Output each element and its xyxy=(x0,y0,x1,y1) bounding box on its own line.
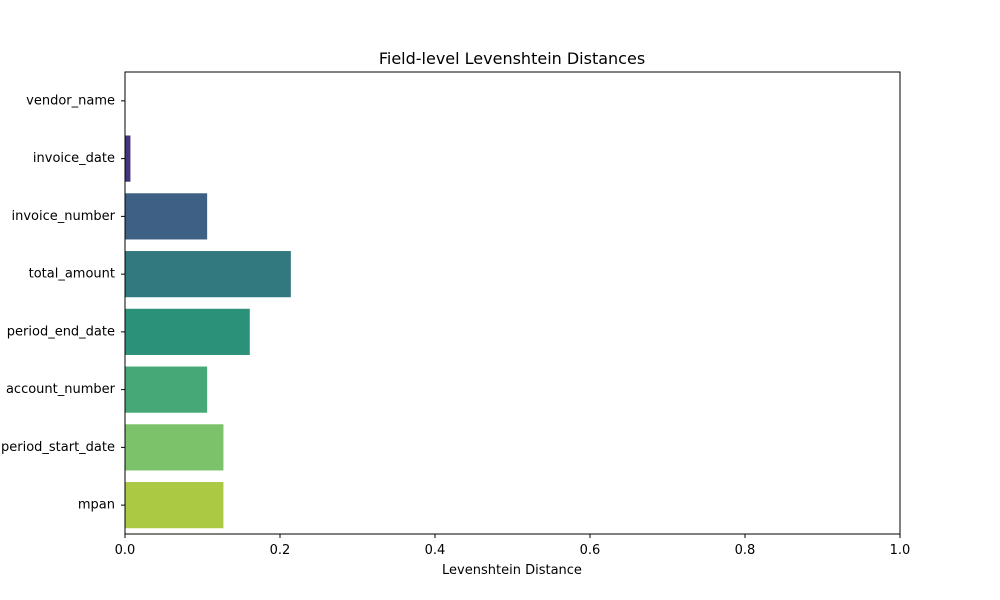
bar-period-end-date xyxy=(125,308,250,355)
x-tick-label: 0.6 xyxy=(580,543,601,558)
x-tick-label: 0.4 xyxy=(425,543,446,558)
bar-mpan xyxy=(125,482,224,529)
x-axis-label: Levenshtein Distance xyxy=(442,563,582,578)
plot-frame xyxy=(124,71,901,535)
x-tick-label: 1.0 xyxy=(890,543,911,558)
bars-layer xyxy=(125,135,291,529)
x-tick-label: 0.0 xyxy=(115,543,136,558)
y-axis: vendor_name invoice_date invoice_numbertot… xyxy=(1,93,125,513)
y-tick-label: period_end_date xyxy=(7,324,115,339)
y-tick-label: invoice_date xyxy=(33,151,115,166)
y-tick-label: vendor_name xyxy=(26,93,115,108)
bar-invoice-date xyxy=(125,135,131,182)
bar-period-start-date xyxy=(125,424,224,471)
y-tick-label: account_number xyxy=(6,382,116,397)
x-tick-label: 0.8 xyxy=(735,543,756,558)
x-axis: 0.0 0.2 0.4 0.6 0.8 1.0 xyxy=(115,534,911,558)
y-tick-label: total_amount xyxy=(29,267,115,282)
y-tick-label: mpan xyxy=(78,498,115,513)
bar-account-number xyxy=(125,366,208,413)
bar-total-amount xyxy=(125,251,291,298)
y-tick-label: period_start_date xyxy=(1,440,115,455)
chart-title: Field-level Levenshtein Distances xyxy=(379,49,645,68)
bar-invoice-number xyxy=(125,193,208,240)
y-tick-label: invoice_number xyxy=(12,209,116,224)
x-tick-label: 0.2 xyxy=(270,543,291,558)
